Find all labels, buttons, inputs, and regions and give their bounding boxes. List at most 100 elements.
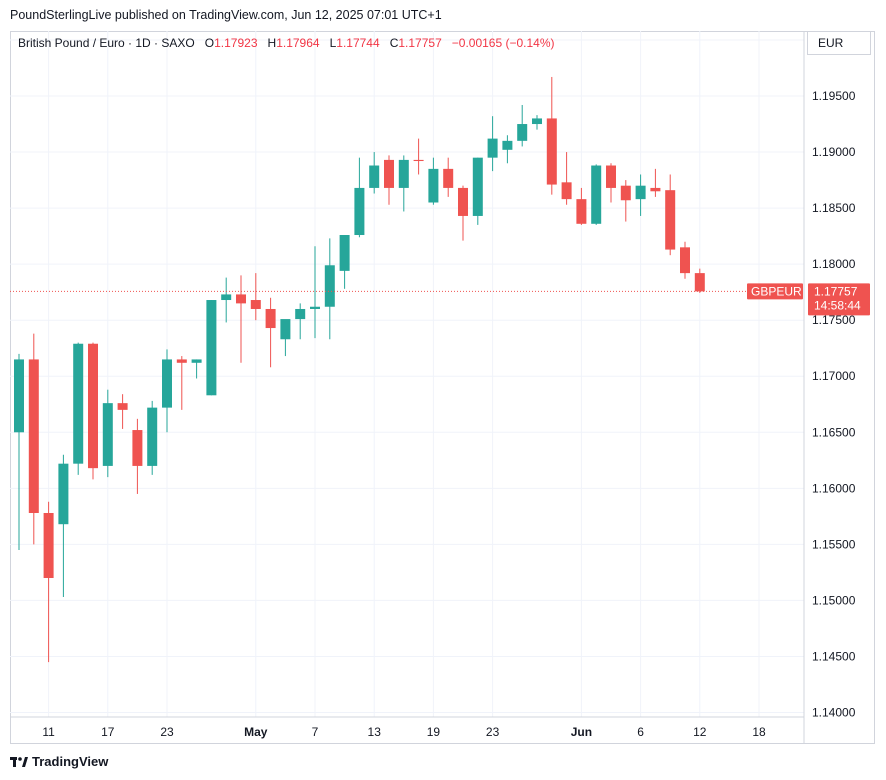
candle-body [265,308,276,329]
candle-down [680,241,690,279]
candle-body [443,168,454,188]
price-tag-countdown: 14:58:44 [814,298,861,312]
candle-body [14,359,24,433]
high-value: 1.17964 [276,36,320,50]
price-tick-label: 1.18000 [812,257,856,271]
low-value: 1.17744 [336,36,380,50]
candle-down [694,268,705,293]
candle-up [487,116,498,172]
candle-body [221,294,232,301]
candle-down [236,275,246,363]
candle-down [606,163,616,203]
candle-body [665,190,676,250]
candle-body [236,294,246,304]
candle-body [606,165,616,188]
candle-up [635,174,646,216]
candle-down [620,180,631,222]
ticker-label: GBPEUR [751,284,802,298]
candle-down [561,152,572,205]
chart-frame [10,31,875,744]
price-axis-ticks: 1.200001.195001.190001.185001.180001.175… [812,33,856,720]
candle-body [58,463,69,525]
currency-button[interactable]: EUR [807,31,871,55]
candle-up [221,277,232,323]
candle-down [176,356,187,410]
price-tick-label: 1.17000 [812,369,856,383]
price-tick-label: 1.14000 [812,706,856,720]
time-tick-label: 19 [427,725,441,739]
candle-body [43,512,54,579]
footer: TradingView [10,754,108,769]
candle-down [88,342,98,480]
candle-body [694,273,705,292]
candle-body [620,185,631,201]
candle-up [517,104,528,147]
candle-up [369,152,380,194]
candle-down [28,333,39,545]
candle-down [443,157,454,197]
candle-body [176,359,187,363]
time-tick-label: 13 [368,725,382,739]
candle-up [295,303,306,340]
candle-down [650,168,661,197]
candle-down [265,297,276,368]
candle-up [162,349,172,433]
candle-up [147,400,158,475]
candle-body [162,359,172,408]
candle-down [43,501,54,663]
candle-down [546,76,557,195]
time-tick-label: 17 [101,725,115,739]
candle-body [206,300,217,396]
candle-down [413,138,424,175]
symbol-legend: British Pound / Euro · 1D · SAXO O1.1792… [18,36,555,50]
candle-up [58,454,69,598]
candle-up [206,300,217,396]
candle-body [650,187,661,192]
candle-body [132,430,143,466]
price-tick-label: 1.19000 [812,145,856,159]
candle-up [339,235,350,289]
open-value: 1.17923 [214,36,258,50]
candle-body [28,359,39,513]
time-tick-label: May [244,725,268,739]
candle-body [591,165,602,224]
price-tick-label: 1.15000 [812,593,856,607]
candle-up [472,157,483,225]
ticker-label-box [747,283,803,300]
candle-body [295,308,306,320]
candles [14,76,705,663]
candle-body [102,403,113,466]
price-tag-box [808,283,870,316]
candle-body [354,187,365,236]
candle-body [88,343,98,469]
candle-up [102,389,113,478]
candle-body [398,159,409,188]
candle-body [339,235,350,271]
candle-up [324,238,335,340]
candle-body [458,187,468,216]
candle-body [117,403,128,410]
price-tick-label: 1.15500 [812,537,856,551]
footer-brand[interactable]: TradingView [32,754,109,769]
candle-up [428,157,439,205]
candle-body [561,182,572,200]
price-tick-label: 1.14500 [812,649,856,663]
candle-down [384,155,394,205]
candle-up [532,115,542,130]
candle-up [591,164,602,225]
time-tick-label: 7 [312,725,319,739]
time-tick-label: 6 [637,725,644,739]
candle-up [354,157,365,238]
change-value: −0.00165 (−0.14%) [451,36,555,50]
candle-up [14,353,24,550]
candle-body [384,159,394,188]
candle-body [502,140,513,150]
candle-up [73,342,84,475]
time-tick-label: 11 [42,725,55,739]
candle-body [428,168,439,203]
candle-body [635,185,646,200]
time-tick-label: 12 [693,725,707,739]
time-tick-label: 23 [486,725,500,739]
candle-body [324,265,335,307]
